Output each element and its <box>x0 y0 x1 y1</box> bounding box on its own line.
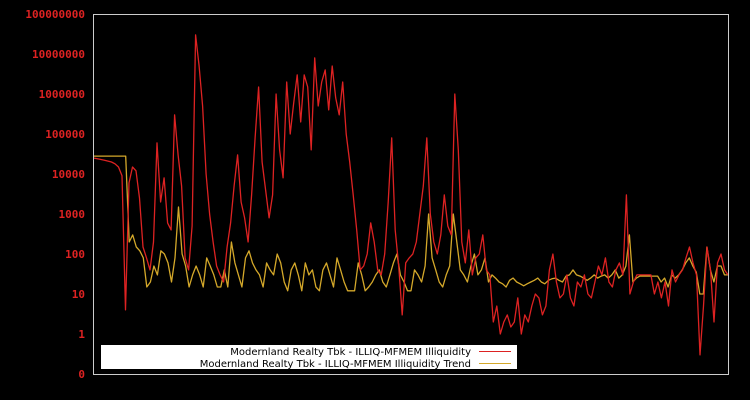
series-illiquidity-line <box>93 34 729 356</box>
y-tick-label: 10000000 <box>32 48 85 61</box>
y-tick-label: 10 <box>72 288 85 301</box>
y-tick-label: 10000 <box>52 168 85 181</box>
legend-label-illiquidity: Modernland Realty Tbk - ILLIQ-MFMEM Illi… <box>230 347 471 358</box>
y-tick-label: 0 <box>78 368 85 381</box>
plot-frame <box>93 14 729 375</box>
y-tick-label: 100 <box>65 248 85 261</box>
y-tick-label: 1000 <box>59 208 86 221</box>
y-tick-label: 1 <box>78 328 85 341</box>
plot-series <box>93 34 729 356</box>
y-tick-label: 100000 <box>45 128 85 141</box>
y-tick-label: 1000000 <box>39 88 85 101</box>
legend-label-trend: Modernland Realty Tbk - ILLIQ-MFMEM Illi… <box>200 359 471 370</box>
y-axis-ticks: 0 1 10 100 1000 10000 100000 1000000 10000000 100… <box>25 8 85 381</box>
legend-box <box>101 345 517 369</box>
legend: Modernland Realty Tbk - ILLIQ-MFMEM Illi… <box>101 345 517 370</box>
y-tick-label: 100000000 <box>25 8 85 21</box>
